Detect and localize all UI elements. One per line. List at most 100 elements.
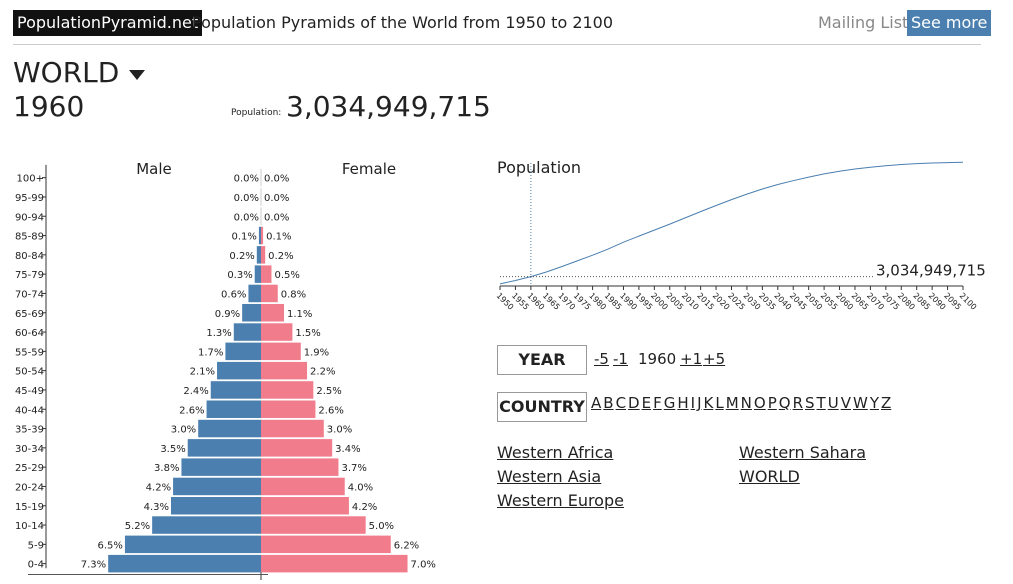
country-link-western-africa[interactable]: Western Africa	[497, 443, 614, 462]
female-bar	[261, 246, 266, 264]
female-bar	[261, 439, 333, 457]
letter-link-p[interactable]: P	[767, 394, 777, 412]
letter-link-w[interactable]: W	[852, 394, 868, 412]
country-link-western-asia[interactable]: Western Asia	[497, 467, 602, 486]
female-bar	[261, 554, 408, 573]
see-more-button[interactable]: See more	[907, 10, 992, 36]
age-group-label: 5-9	[28, 540, 44, 551]
letter-link-u[interactable]: U	[827, 394, 839, 412]
age-group-label: 100+	[17, 174, 44, 185]
letter-link-j[interactable]: J	[697, 394, 702, 412]
letter-link-h[interactable]: H	[677, 394, 689, 412]
female-bar	[261, 361, 308, 380]
letter-link-z[interactable]: Z	[880, 394, 892, 412]
male-value-label: 0.1%	[232, 232, 257, 243]
letter-link-o[interactable]: O	[753, 394, 766, 412]
age-group-label: 10-14	[15, 521, 44, 532]
female-bar	[261, 497, 349, 515]
country-link-western-europe[interactable]: Western Europe	[497, 491, 624, 510]
letter-link-i[interactable]: I	[690, 394, 696, 412]
male-bar	[187, 439, 261, 457]
letter-link-e[interactable]: E	[641, 394, 652, 412]
country-title[interactable]: WORLD	[13, 56, 120, 89]
letter-link-s[interactable]: S	[805, 394, 815, 412]
male-value-label: 0.0%	[234, 212, 259, 223]
female-value-label: 6.2%	[394, 540, 419, 551]
female-value-label: 2.2%	[310, 367, 335, 378]
age-group-label: 0-4	[28, 560, 44, 571]
letter-link-l[interactable]: L	[715, 394, 724, 412]
age-group-label: 30-34	[15, 444, 44, 455]
male-value-label: 3.0%	[171, 425, 196, 436]
letter-link-v[interactable]: V	[840, 394, 851, 412]
letter-link-c[interactable]: C	[615, 394, 627, 412]
male-value-label: 0.0%	[234, 193, 259, 204]
selected-population-label: 3,034,949,715	[876, 262, 986, 280]
male-header: Male	[136, 160, 172, 178]
letter-link-g[interactable]: G	[663, 394, 676, 412]
year-minus5-link[interactable]: -5	[594, 350, 609, 368]
female-bar	[261, 265, 272, 283]
letter-link-t[interactable]: T	[816, 394, 826, 412]
male-bar	[170, 497, 261, 515]
female-value-label: 0.0%	[264, 193, 289, 204]
selected-year: 1960	[13, 90, 85, 123]
male-bar	[108, 554, 261, 573]
male-value-label: 7.3%	[81, 560, 106, 571]
letter-link-a[interactable]: A	[591, 394, 602, 412]
male-value-label: 0.2%	[229, 251, 254, 262]
site-tagline: Population Pyramids of the World from 19…	[192, 13, 614, 32]
male-bar	[254, 265, 261, 283]
letter-link-f[interactable]: F	[653, 394, 662, 412]
female-bar	[261, 226, 264, 245]
female-value-label: 1.5%	[295, 328, 320, 339]
female-value-label: 2.5%	[316, 386, 341, 397]
female-bar	[261, 458, 339, 476]
mailing-list-link[interactable]: Mailing List -	[818, 13, 920, 32]
site-logo[interactable]: PopulationPyramid.net	[13, 10, 203, 36]
female-value-label: 5.0%	[369, 521, 394, 532]
letter-link-k[interactable]: K	[703, 394, 714, 412]
male-value-label: 3.8%	[154, 463, 179, 474]
letter-link-r[interactable]: R	[792, 394, 804, 412]
female-value-label: 0.0%	[264, 212, 289, 223]
year-label: YEAR	[497, 345, 587, 375]
age-group-label: 95-99	[15, 193, 44, 204]
letter-link-d[interactable]: D	[628, 394, 640, 412]
population-line-chart: Population3,034,949,71519501955196019651…	[495, 158, 986, 312]
female-bar	[261, 381, 314, 399]
female-bar	[261, 400, 316, 418]
female-bar	[261, 535, 391, 554]
age-group-label: 45-49	[15, 386, 44, 397]
male-value-label: 6.5%	[98, 540, 123, 551]
letter-link-y[interactable]: Y	[869, 394, 879, 412]
female-value-label: 1.1%	[287, 309, 312, 320]
top-bar: PopulationPyramid.net Population Pyramid…	[0, 0, 1013, 46]
chevron-down-icon[interactable]	[129, 70, 145, 80]
letter-link-m[interactable]: M	[725, 394, 739, 412]
country-link-western-sahara[interactable]: Western Sahara	[739, 443, 866, 462]
letter-link-n[interactable]: N	[740, 394, 752, 412]
male-value-label: 0.6%	[221, 289, 246, 300]
age-group-label: 75-79	[15, 270, 44, 281]
female-value-label: 2.6%	[318, 405, 343, 416]
letter-link-q[interactable]: Q	[778, 394, 791, 412]
country-label: COUNTRY	[497, 392, 587, 422]
male-value-label: 4.3%	[144, 502, 169, 513]
male-value-label: 0.9%	[215, 309, 240, 320]
age-group-label: 65-69	[15, 309, 44, 320]
female-value-label: 7.0%	[411, 560, 436, 571]
population-line	[499, 161, 964, 285]
female-value-label: 0.5%	[274, 270, 299, 281]
male-value-label: 5.2%	[125, 521, 150, 532]
male-bar	[258, 226, 261, 245]
year-minus1-link[interactable]: -1	[613, 350, 628, 368]
year-plus1-link[interactable]: +1	[680, 350, 703, 368]
female-value-label: 0.1%	[266, 232, 291, 243]
country-link-world[interactable]: WORLD	[739, 467, 800, 486]
female-value-label: 4.0%	[348, 482, 373, 493]
letter-link-b[interactable]: B	[603, 394, 614, 412]
male-bar	[152, 516, 261, 534]
year-plus5-link[interactable]: +5	[703, 350, 726, 368]
